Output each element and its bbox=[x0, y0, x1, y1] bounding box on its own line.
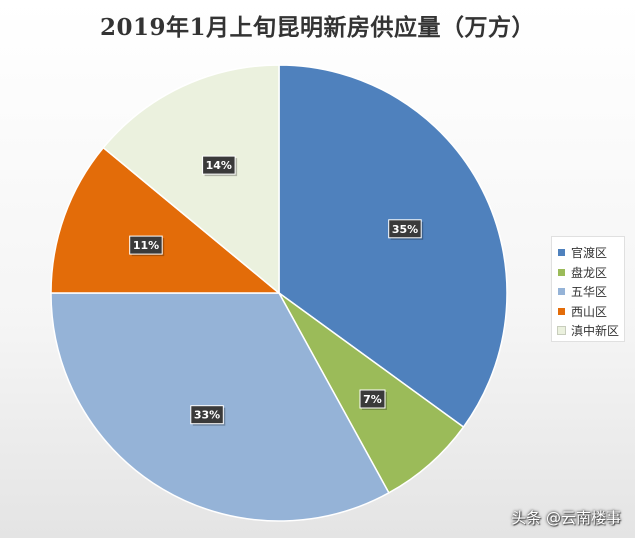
pie-slice-5 bbox=[102, 64, 280, 295]
legend-label: 盘龙区 bbox=[571, 265, 608, 280]
legend-item-2: 盘龙区 bbox=[558, 263, 624, 283]
data-label-text-4: 11% bbox=[133, 239, 159, 252]
data-label-4: 11% bbox=[129, 235, 165, 257]
chart-title: 2019年1月上旬昆明新房供应量（万方） bbox=[99, 14, 536, 41]
legend-label: 五华区 bbox=[571, 285, 608, 300]
data-label-1: 35% bbox=[388, 219, 424, 240]
data-label-5: 14% bbox=[202, 155, 238, 177]
pie-slice-4 bbox=[50, 146, 282, 294]
legend-item-4: 西山区 bbox=[558, 302, 624, 322]
legend-swatch bbox=[558, 268, 565, 276]
legend-swatch bbox=[558, 249, 565, 257]
legend-swatch bbox=[558, 307, 565, 315]
data-label-text-1: 35% bbox=[392, 223, 418, 236]
data-label-text-2: 7% bbox=[363, 393, 382, 406]
legend-label: 西山区 bbox=[571, 304, 608, 319]
legend-swatch bbox=[557, 326, 566, 336]
legend-item-3: 五华区 bbox=[558, 282, 624, 302]
chart-legend: 官渡区盘龙区五华区西山区滇中新区 bbox=[551, 236, 625, 342]
watermark-text: 头条 @云南楼事 bbox=[511, 509, 621, 527]
data-label-text-5: 14% bbox=[206, 159, 232, 172]
legend-item-1: 官渡区 bbox=[558, 243, 624, 263]
data-label-3: 33% bbox=[190, 405, 226, 426]
legend-swatch bbox=[558, 288, 565, 296]
legend-label: 官渡区 bbox=[571, 246, 608, 261]
data-label-2: 7% bbox=[359, 389, 387, 410]
legend-item-5: 滇中新区 bbox=[557, 321, 624, 341]
pie-slice-1 bbox=[278, 64, 508, 429]
data-label-text-3: 33% bbox=[194, 409, 220, 422]
legend-label: 滇中新区 bbox=[571, 324, 620, 339]
